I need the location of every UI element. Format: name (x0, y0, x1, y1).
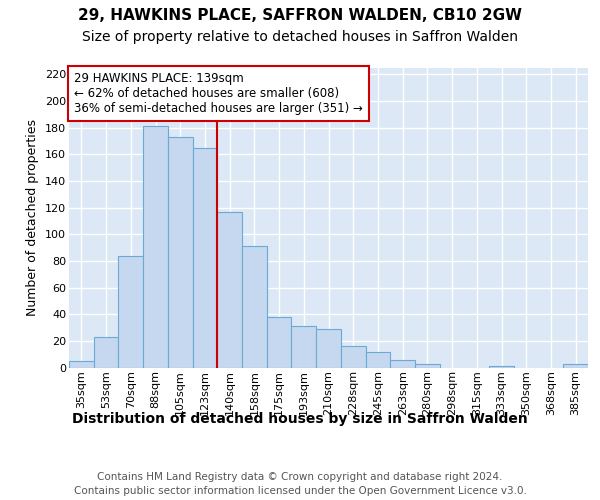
Bar (415, 364, 440, 368)
Bar (365, 352, 390, 368)
Bar (267, 317, 292, 368)
Bar (390, 360, 415, 368)
Bar (341, 346, 365, 368)
Bar (168, 137, 193, 368)
Y-axis label: Number of detached properties: Number of detached properties (26, 119, 40, 316)
Bar (118, 256, 143, 368)
Text: Size of property relative to detached houses in Saffron Walden: Size of property relative to detached ho… (82, 30, 518, 44)
Bar (143, 126, 168, 368)
Bar (242, 246, 267, 368)
Bar (94, 337, 118, 368)
Bar (292, 326, 316, 368)
Bar (316, 329, 341, 368)
Text: Contains public sector information licensed under the Open Government Licence v3: Contains public sector information licen… (74, 486, 526, 496)
Text: 29 HAWKINS PLACE: 139sqm
← 62% of detached houses are smaller (608)
36% of semi-: 29 HAWKINS PLACE: 139sqm ← 62% of detach… (74, 72, 363, 115)
Text: 29, HAWKINS PLACE, SAFFRON WALDEN, CB10 2GW: 29, HAWKINS PLACE, SAFFRON WALDEN, CB10 … (78, 8, 522, 22)
Bar (193, 148, 217, 368)
Text: Contains HM Land Registry data © Crown copyright and database right 2024.: Contains HM Land Registry data © Crown c… (97, 472, 503, 482)
Bar (217, 212, 242, 368)
Text: Distribution of detached houses by size in Saffron Walden: Distribution of detached houses by size … (72, 412, 528, 426)
Bar (563, 364, 588, 368)
Bar (69, 361, 94, 368)
Bar (489, 366, 514, 368)
